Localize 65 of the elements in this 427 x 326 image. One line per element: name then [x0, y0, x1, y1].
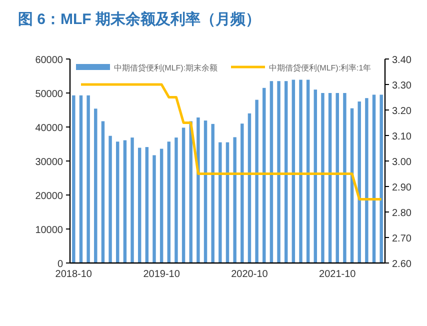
bar — [116, 142, 120, 263]
bar — [226, 142, 230, 263]
y2-tick-label: 2.80 — [392, 208, 412, 219]
y-tick-label: 40000 — [35, 123, 64, 134]
x-tick-label: 2018-10 — [55, 269, 92, 280]
bar — [255, 100, 258, 263]
bar — [86, 95, 90, 263]
chart-title: 图 6：MLF 期末余额及利率（月频） — [18, 10, 260, 28]
bar — [284, 81, 288, 263]
bar — [123, 140, 127, 263]
bar — [270, 81, 274, 263]
y2-tick-label: 3.10 — [392, 132, 412, 142]
y2-tick-label: 3.30 — [392, 80, 412, 92]
bar — [145, 147, 149, 263]
bar — [204, 120, 208, 263]
y2-tick-label: 3.40 — [392, 55, 412, 66]
bar — [218, 142, 222, 263]
legend-label: 中期借贷便利(MLF):期末余额 — [114, 64, 218, 72]
bar — [138, 148, 142, 263]
bar — [182, 128, 186, 263]
bar — [306, 80, 310, 263]
bar — [277, 81, 280, 263]
bar — [248, 113, 252, 263]
bar — [167, 142, 171, 263]
bar — [358, 102, 361, 263]
bar — [365, 98, 368, 263]
x-tick-label: 2021-10 — [319, 269, 356, 280]
bar — [240, 124, 244, 263]
legend-label: 中期借贷便利(MLF):利率:1年 — [269, 64, 372, 72]
bar — [292, 80, 296, 263]
y2-tick-label: 2.90 — [392, 182, 412, 194]
bar — [233, 137, 236, 263]
bar — [211, 124, 214, 263]
y-tick-label: 30000 — [35, 157, 64, 168]
bar — [79, 95, 83, 263]
bar — [262, 88, 266, 263]
bar — [314, 90, 318, 263]
bar — [160, 148, 164, 263]
bar — [328, 93, 332, 263]
bar — [72, 95, 76, 263]
y-tick-label: 10000 — [35, 225, 64, 236]
bar — [174, 138, 178, 263]
bar — [321, 93, 324, 263]
x-tick-label: 2019-10 — [143, 269, 180, 280]
y-tick-label: 50000 — [35, 89, 64, 100]
bar — [380, 94, 383, 263]
bar — [108, 136, 112, 263]
y-tick-label: 0 — [57, 259, 64, 270]
y2-tick-label: 2.70 — [392, 234, 412, 244]
y2-tick-label: 3.20 — [392, 106, 412, 117]
y2-tick-label: 2.60 — [392, 259, 412, 270]
bar — [94, 108, 98, 263]
line-series — [80, 83, 383, 200]
bar — [101, 121, 105, 263]
bar — [336, 93, 339, 263]
y-tick-label: 60000 — [35, 55, 64, 66]
bar — [372, 94, 376, 263]
y2-tick-label: 3.00 — [392, 157, 412, 168]
bar — [152, 155, 156, 263]
x-tick-label: 2020-10 — [231, 269, 268, 280]
bar — [299, 80, 302, 263]
bar — [130, 138, 134, 263]
bar — [343, 93, 346, 263]
bar — [196, 117, 200, 263]
y-tick-label: 20000 — [35, 191, 64, 202]
